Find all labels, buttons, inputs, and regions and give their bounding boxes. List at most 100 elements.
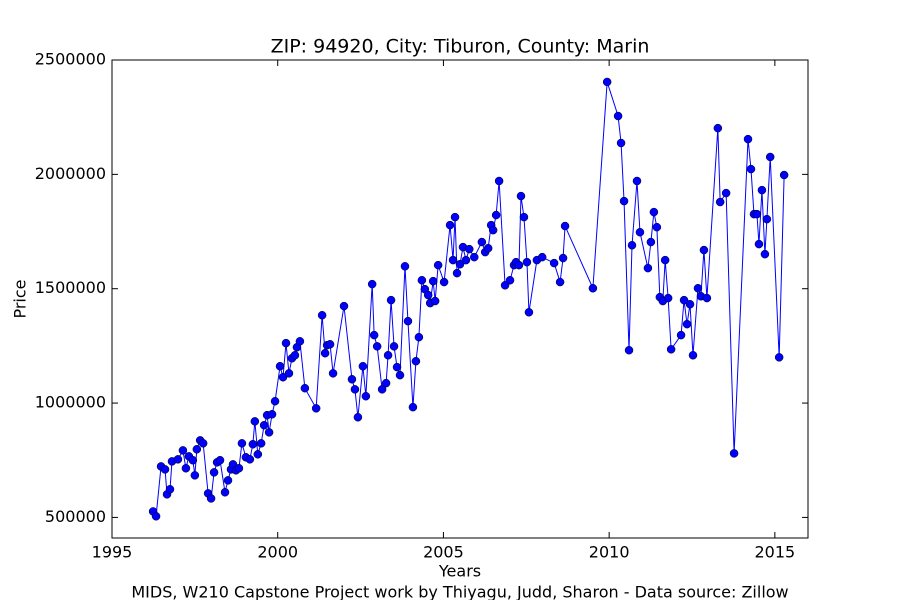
point [715,197,725,207]
point [270,396,280,406]
point [403,316,413,326]
point [369,330,379,340]
y-tick-label: 1000000 [35,393,106,412]
y-tick-label: 1500000 [35,278,106,297]
point [383,351,393,360]
point [372,342,382,351]
x-tick-label: 2005 [423,543,464,562]
point [256,439,266,448]
point [367,279,377,289]
point [649,207,659,217]
point [760,249,770,259]
y-tick-label: 2500000 [35,50,106,69]
point [558,253,568,263]
x-tick-label: 2000 [257,543,298,562]
point [613,111,623,121]
point [395,370,405,380]
point [448,255,458,265]
plot-frame [111,59,809,539]
point [408,402,418,412]
point [350,385,360,394]
point [284,369,294,378]
point [237,439,247,448]
point [188,455,198,465]
point [757,185,767,195]
point [400,262,410,271]
y-tick-label: 2000000 [35,164,106,183]
point [505,275,515,285]
point [151,512,161,521]
point [248,439,258,449]
point [743,134,753,144]
point [762,214,772,224]
point [627,241,637,250]
point [428,276,438,286]
point [519,212,529,222]
point [439,277,449,287]
point [746,164,756,174]
point [178,446,188,455]
y-axis-label: Price [11,279,30,318]
x-tick-label: 2010 [589,543,630,562]
point [259,420,269,430]
point [549,258,559,268]
point [537,252,547,262]
point [433,260,443,270]
point [181,463,191,473]
point [470,252,479,262]
point [516,191,526,201]
point [729,449,739,458]
point [721,188,731,198]
point [325,340,335,349]
point [253,450,263,459]
point [267,410,277,419]
point [264,428,274,437]
point [685,300,695,309]
point [192,445,202,454]
point [281,338,291,348]
point [392,362,402,372]
point [682,319,692,329]
point [652,222,662,232]
point [190,471,200,480]
point [311,404,321,413]
point [693,284,703,293]
point [389,342,399,351]
point [223,476,233,485]
point [278,372,288,382]
point [361,391,371,401]
point [198,439,208,448]
point [666,345,676,354]
point [560,221,570,231]
point [616,138,626,148]
point [524,308,534,317]
point [676,330,686,340]
point [752,209,762,219]
point [290,351,300,360]
point [386,295,396,305]
point [173,455,183,464]
point [643,263,653,273]
point [245,455,255,464]
point [602,77,612,87]
point [713,123,723,133]
point [765,152,775,162]
point [624,345,634,355]
point [461,255,471,265]
y-tick-label: 500000 [45,507,106,526]
point [455,259,465,269]
point [699,245,709,255]
point [165,485,175,494]
point [220,488,230,497]
point [450,212,460,222]
point [411,356,421,366]
point [381,378,391,388]
point [779,170,789,180]
point [452,268,462,278]
point [347,375,357,384]
point [328,369,338,378]
point [702,293,712,303]
point [774,353,784,362]
point [430,296,440,306]
x-axis-label: Years [438,562,481,581]
